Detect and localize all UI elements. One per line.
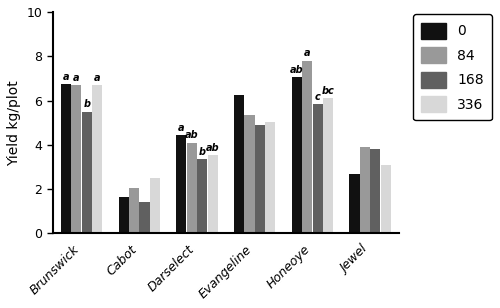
Legend: 0, 84, 168, 336: 0, 84, 168, 336 <box>413 14 492 120</box>
Bar <box>118 197 129 233</box>
Text: bc: bc <box>322 86 334 96</box>
Bar <box>72 85 82 233</box>
Text: a: a <box>304 48 310 59</box>
Bar <box>244 115 254 233</box>
Bar <box>140 202 149 233</box>
Bar <box>208 155 218 233</box>
Text: c: c <box>315 91 320 102</box>
Text: a: a <box>178 123 184 133</box>
Bar <box>380 165 391 233</box>
Bar <box>302 61 312 233</box>
Text: ab: ab <box>290 65 304 75</box>
Bar <box>176 135 186 233</box>
Text: b: b <box>84 99 90 109</box>
Bar <box>360 147 370 233</box>
Bar <box>187 143 197 233</box>
Text: a: a <box>62 72 70 82</box>
Y-axis label: Yield kg/plot: Yield kg/plot <box>7 80 21 165</box>
Bar <box>350 174 360 233</box>
Text: ab: ab <box>206 143 220 152</box>
Bar <box>370 149 380 233</box>
Text: a: a <box>94 73 100 83</box>
Bar <box>292 77 302 233</box>
Text: b: b <box>198 147 205 157</box>
Bar <box>197 159 207 233</box>
Bar <box>255 125 265 233</box>
Text: a: a <box>73 73 80 83</box>
Bar <box>61 84 71 233</box>
Bar <box>92 85 102 233</box>
Text: ab: ab <box>185 130 198 140</box>
Bar <box>323 98 333 233</box>
Bar <box>266 122 276 233</box>
Bar <box>150 178 160 233</box>
Bar <box>82 111 92 233</box>
Bar <box>312 104 322 233</box>
Bar <box>234 95 244 233</box>
Bar <box>129 188 139 233</box>
